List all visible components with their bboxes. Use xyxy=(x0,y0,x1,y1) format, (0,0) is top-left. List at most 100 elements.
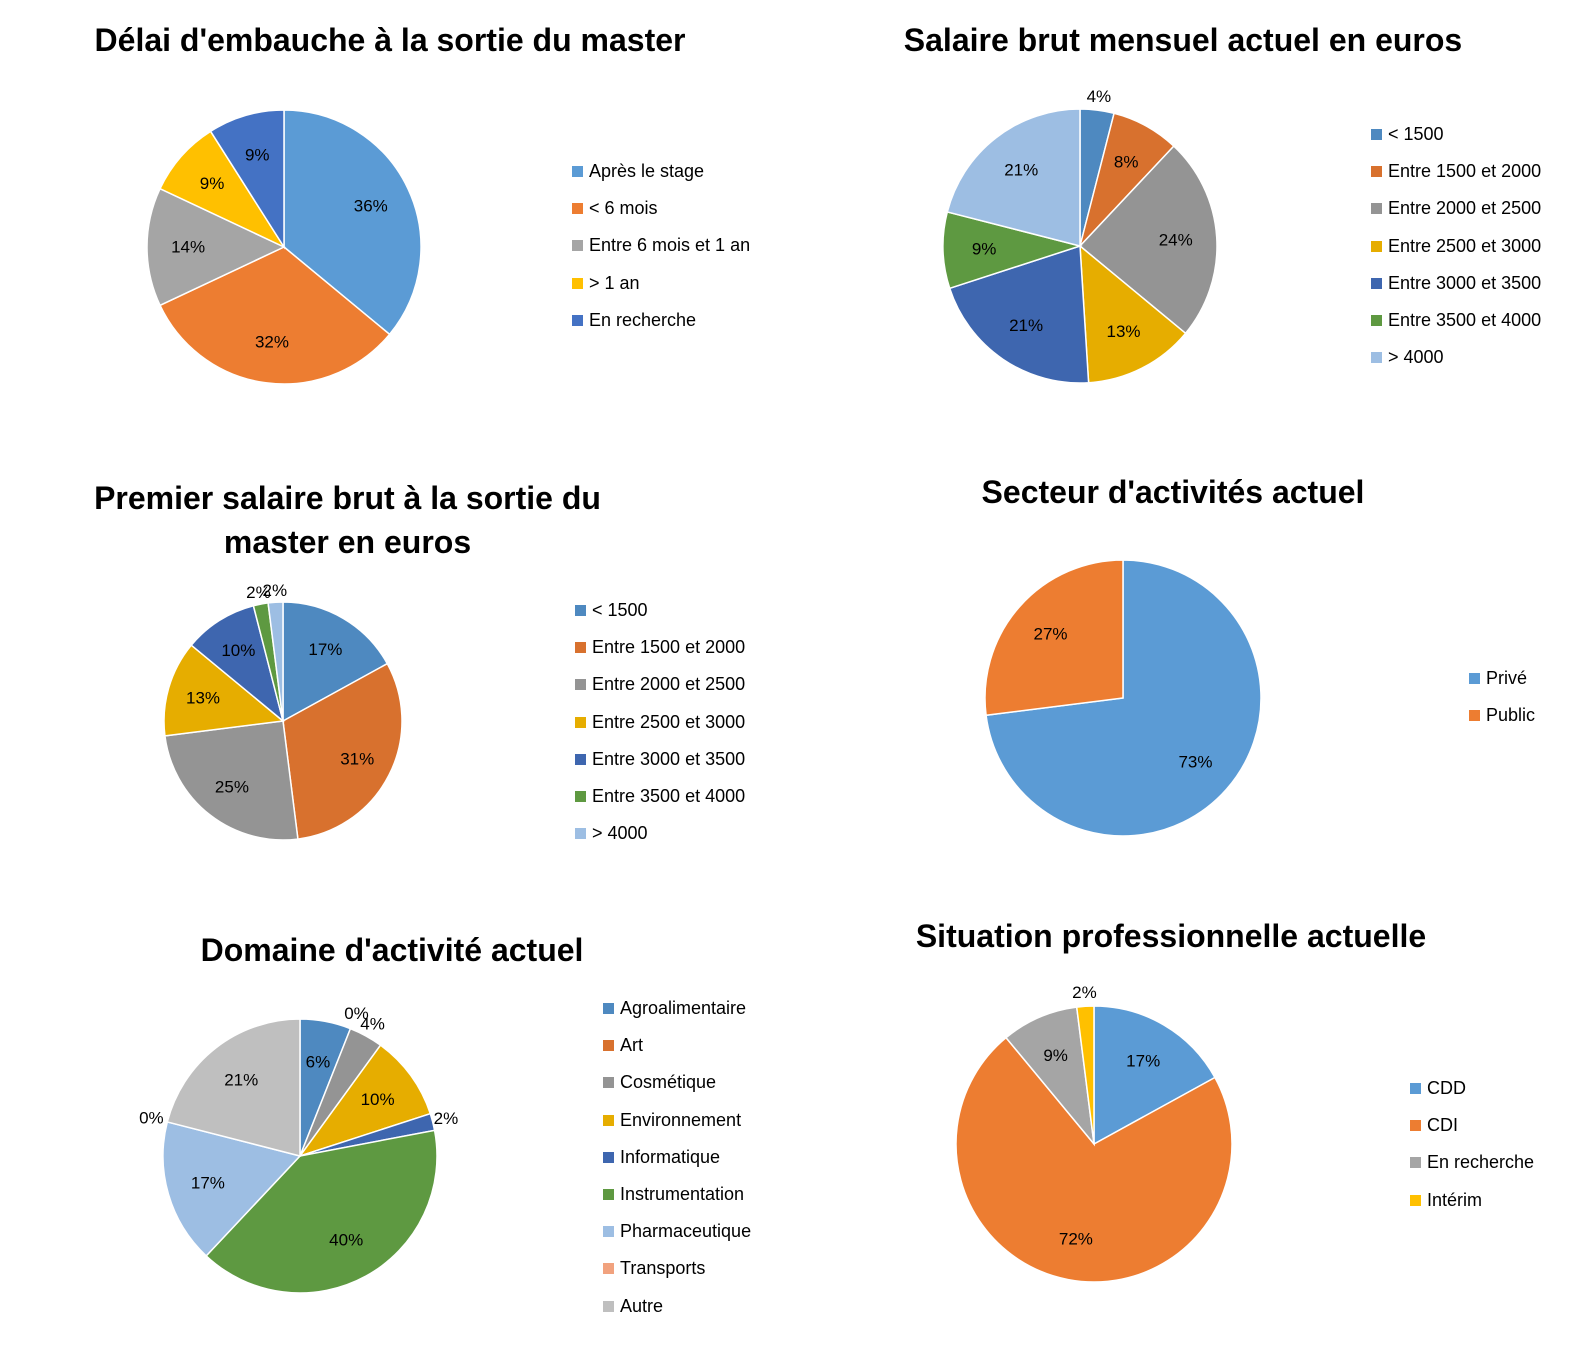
pie-slice-en-recherche xyxy=(209,109,285,250)
legend-label: < 6 mois xyxy=(589,198,658,219)
legend-label: En recherche xyxy=(589,309,697,330)
legend-swatch xyxy=(603,1189,614,1201)
chart-title: Secteur d'activités actuel xyxy=(981,474,1365,510)
legend-label: Entre 6 mois et 1 an xyxy=(589,235,751,256)
chart-title: Situation professionnelle actuelle xyxy=(915,918,1427,954)
legend-swatch xyxy=(603,1114,614,1126)
pie-slice-gt-4000 xyxy=(946,108,1081,247)
legend-item-instrumentation: Instrumentation xyxy=(603,1176,751,1213)
legend-label: Entre 3000 et 3500 xyxy=(592,748,746,769)
pie-slice-instrumentation xyxy=(205,1129,438,1294)
legend-item-autre: Autre xyxy=(603,1288,751,1325)
legend-item-entre-1500-et-2000: Entre 1500 et 2000 xyxy=(1371,153,1541,190)
legend-swatch xyxy=(1371,315,1382,327)
data-label-cdd: 17% xyxy=(1126,1051,1160,1070)
legend-swatch xyxy=(1410,1157,1421,1169)
legend-item-lt-6-mois: < 6 mois xyxy=(572,190,750,227)
legend-label: < 1500 xyxy=(1388,124,1444,145)
legend-item-agroalimentaire: Agroalimentaire xyxy=(603,990,751,1027)
chart-situation-pro: Situation professionnelle actuelle 17% 72… xyxy=(790,910,1596,1363)
legend-label: Entre 2500 et 3000 xyxy=(1388,235,1542,256)
legend-label: > 4000 xyxy=(1388,347,1444,368)
chart-secteur-activites: Secteur d'activités actuel 73% 27% Privé P… xyxy=(790,460,1596,900)
data-label-lt-6-mois: 32% xyxy=(255,333,289,352)
legend-label: Public xyxy=(1486,705,1536,726)
legend-item-entre-2000-et-2500: Entre 2000 et 2500 xyxy=(575,666,745,703)
chart-legend: Privé Public xyxy=(1469,660,1535,734)
legend-label: Entre 1500 et 2000 xyxy=(592,637,746,658)
legend-label: Privé xyxy=(1486,668,1528,689)
pie-slice-autre xyxy=(166,1018,301,1157)
pie-slice-cdi xyxy=(955,1036,1233,1283)
data-label-en-recherche: 9% xyxy=(1043,1046,1068,1065)
data-label-entre-2500-et-3000: 13% xyxy=(186,688,220,707)
pie-chart: 73% 27% xyxy=(984,559,1262,837)
data-label-environnement: 10% xyxy=(361,1090,395,1109)
legend-label: Entre 1500 et 2000 xyxy=(1388,161,1542,182)
legend-item-en-recherche: En recherche xyxy=(572,302,750,339)
data-label-gt-4000: 2% xyxy=(262,581,287,600)
pie-slice-lt-6-mois xyxy=(159,246,391,385)
legend-label: Intérim xyxy=(1427,1189,1483,1210)
legend-swatch xyxy=(1371,352,1382,364)
data-label-apres-le-stage: 36% xyxy=(354,197,388,216)
data-label-art: 0% xyxy=(344,1004,369,1023)
data-label-entre-1500-et-2000: 31% xyxy=(340,749,374,768)
legend-swatch xyxy=(1410,1120,1421,1132)
legend-item-entre-2000-et-2500: Entre 2000 et 2500 xyxy=(1371,190,1541,227)
data-label-autre: 21% xyxy=(224,1071,258,1090)
legend-item-cosmetique: Cosmétique xyxy=(603,1064,751,1101)
pie-slice-entre-3000-et-3500 xyxy=(948,244,1090,384)
pie-slice-entre-2500-et-3000 xyxy=(1079,244,1187,384)
chart-legend: < 1500 Entre 1500 et 2000 Entre 2000 et 25… xyxy=(1371,116,1541,376)
data-label-gt-1-an: 9% xyxy=(200,174,225,193)
data-label-entre-2000-et-2500: 24% xyxy=(1159,230,1193,249)
pie-slice-entre-1500-et-2000 xyxy=(282,662,403,840)
legend-swatch xyxy=(1371,277,1382,289)
legend-swatch xyxy=(1371,240,1382,252)
legend-swatch xyxy=(603,1300,614,1312)
chart-salaire-actuel: Salaire brut mensuel actuel en euros 4% 8… xyxy=(790,0,1596,440)
legend-label: En recherche xyxy=(1427,1152,1535,1173)
pie-chart: 36% 32% 14% 9% 9% xyxy=(146,109,422,385)
legend-label: Informatique xyxy=(620,1146,721,1167)
pie-slice-lt-1500 xyxy=(282,601,389,723)
legend-swatch xyxy=(572,240,583,252)
legend-label: Transports xyxy=(620,1258,706,1279)
data-label-gt-4000: 21% xyxy=(1004,161,1038,180)
pie-slice-entre-2500-et-3000 xyxy=(163,644,285,737)
data-label-public: 27% xyxy=(1034,625,1068,644)
legend-swatch xyxy=(603,1151,614,1163)
legend-item-en-recherche: En recherche xyxy=(1410,1144,1534,1181)
legend-item-pharmaceutique: Pharmaceutique xyxy=(603,1213,751,1250)
legend-item-gt-1-an: > 1 an xyxy=(572,265,750,302)
legend-swatch xyxy=(572,314,583,326)
legend-label: Instrumentation xyxy=(620,1184,745,1205)
legend-item-cdd: CDD xyxy=(1410,1070,1534,1107)
legend-label: Entre 2000 et 2500 xyxy=(1388,198,1542,219)
legend-swatch xyxy=(1469,710,1480,722)
pie-slice-public xyxy=(984,559,1124,717)
data-label-cdi: 72% xyxy=(1059,1229,1093,1248)
legend-swatch xyxy=(572,203,583,215)
chart-legend: Après le stage < 6 mois Entre 6 mois et 1 … xyxy=(572,153,750,339)
legend-swatch xyxy=(603,1003,614,1015)
legend-item-entre-3500-et-4000: Entre 3500 et 4000 xyxy=(575,778,745,815)
legend-swatch xyxy=(603,1226,614,1238)
data-label-entre-3000-et-3500: 21% xyxy=(1009,316,1043,335)
data-label-agroalimentaire: 6% xyxy=(306,1052,331,1071)
data-label-entre-1500-et-2000: 8% xyxy=(1114,152,1139,171)
legend-swatch xyxy=(1410,1083,1421,1095)
legend-swatch xyxy=(575,605,586,617)
legend-swatch xyxy=(1410,1194,1421,1206)
legend-swatch xyxy=(575,828,586,840)
legend-label: Entre 2000 et 2500 xyxy=(592,674,746,695)
legend-label: Entre 3000 et 3500 xyxy=(1388,272,1542,293)
legend-swatch xyxy=(575,679,586,691)
legend-label: Après le stage xyxy=(589,161,705,182)
legend-label: > 1 an xyxy=(589,272,640,293)
legend-label: < 1500 xyxy=(592,600,648,621)
pie-slice-environnement xyxy=(298,1044,432,1158)
pie-slice-gt-4000 xyxy=(267,601,284,722)
data-label-cosmetique: 4% xyxy=(360,1014,385,1033)
